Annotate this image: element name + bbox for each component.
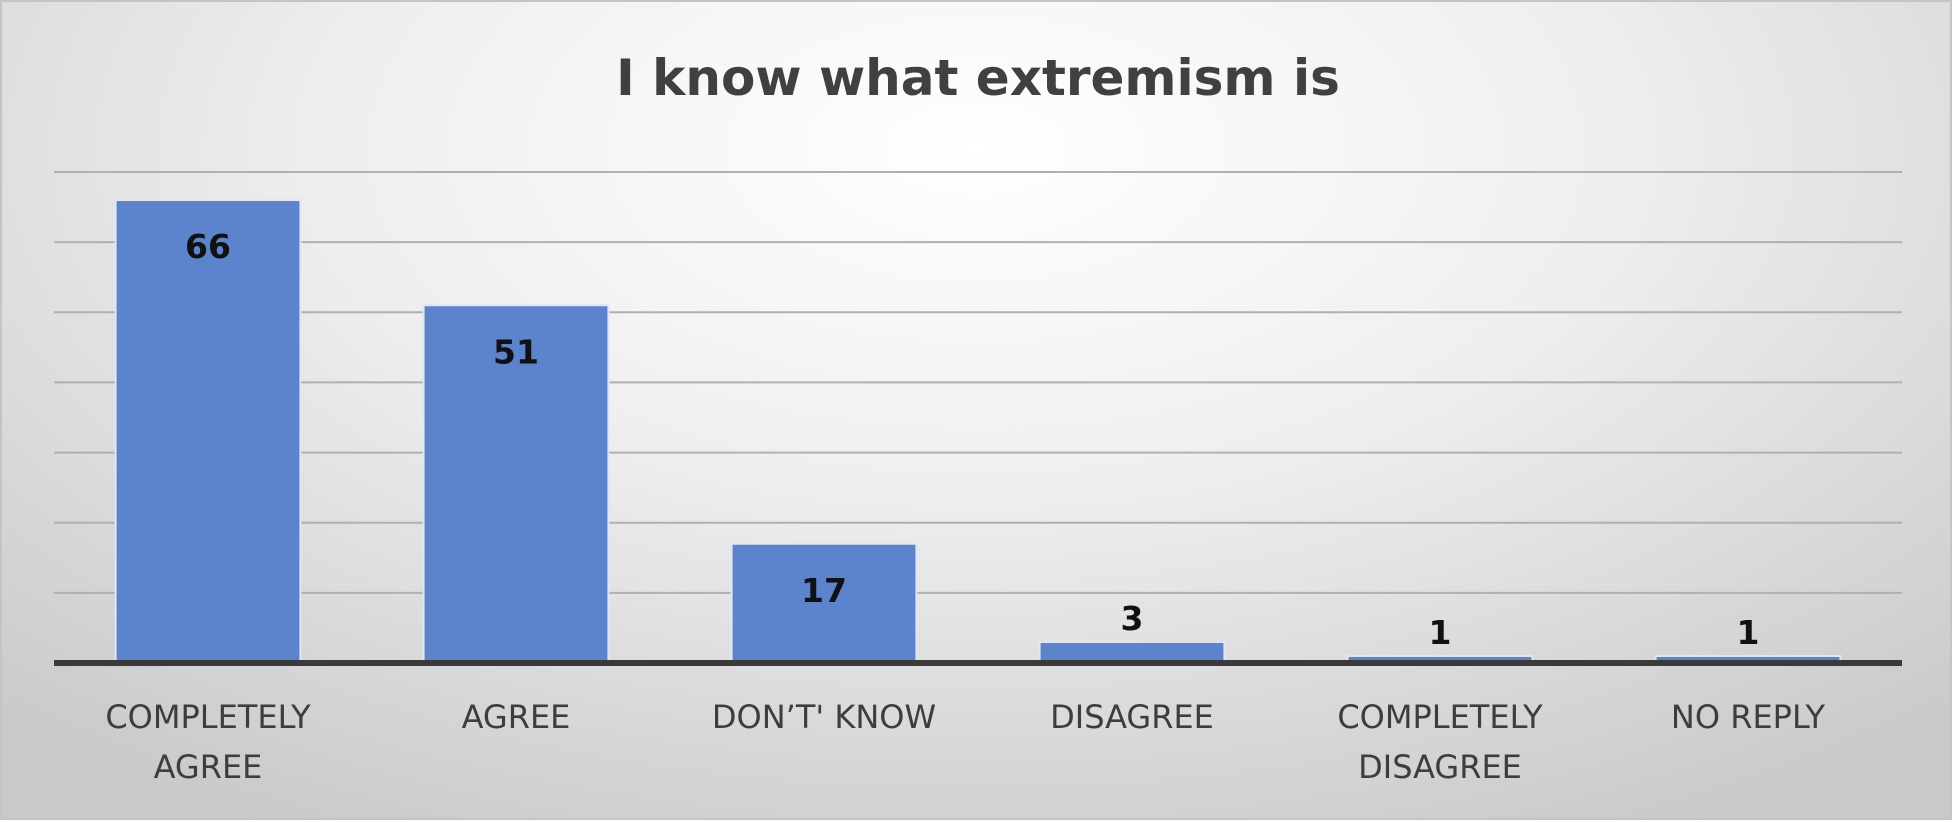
data-label: 17	[801, 571, 847, 610]
chart-title: I know what extremism is	[616, 49, 1340, 107]
bar	[730, 542, 918, 664]
category-label: DISAGREE	[1358, 748, 1522, 786]
category-label: COMPLETELY	[105, 698, 311, 736]
category-label: DON’T' KNOW	[712, 698, 936, 736]
category-label: COMPLETELY	[1337, 698, 1543, 736]
category-label: DISAGREE	[1050, 698, 1214, 736]
category-label: AGREE	[462, 698, 571, 736]
gridlines	[54, 171, 1902, 594]
data-label: 3	[1121, 599, 1144, 638]
bar	[422, 304, 610, 664]
bar	[114, 199, 302, 665]
category-label: NO REPLY	[1671, 698, 1826, 736]
data-label: 1	[1429, 613, 1452, 652]
category-labels: COMPLETELY AGREE AGREE DON’T' KNOW DISAGREE C…	[105, 698, 1825, 786]
category-label: AGREE	[154, 748, 263, 786]
data-label: 1	[1737, 613, 1760, 652]
data-label: 66	[185, 227, 231, 266]
data-label: 51	[493, 332, 539, 371]
bar	[1038, 640, 1226, 665]
value-labels: 66 51 17 3 1 1	[185, 227, 1759, 652]
